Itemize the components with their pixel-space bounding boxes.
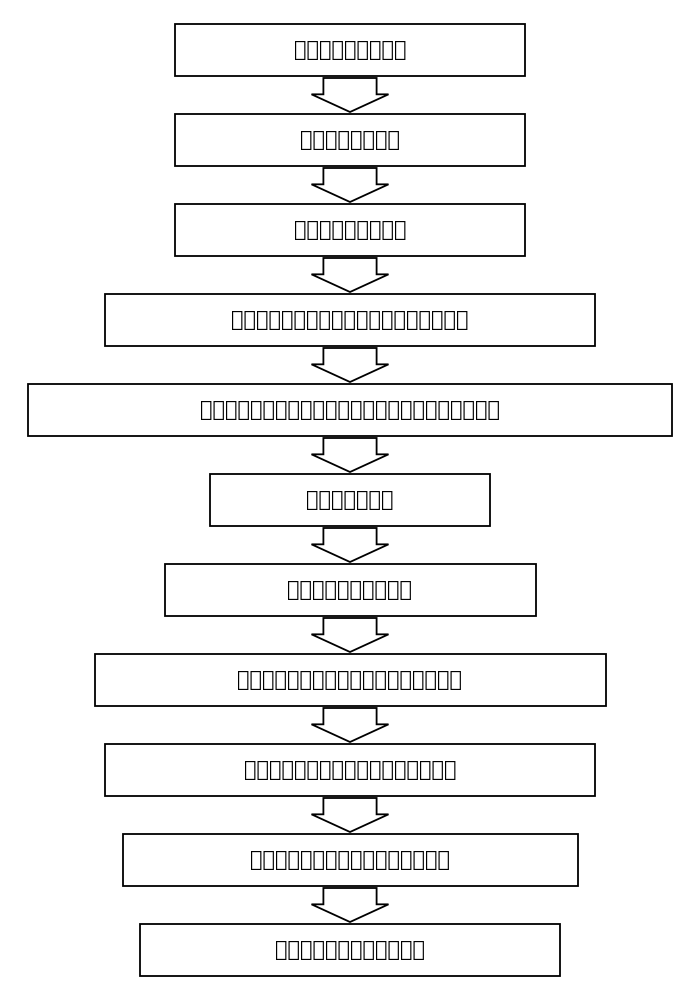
Polygon shape	[312, 618, 388, 652]
Text: 制备表面活性剂改性的锶钛纳米试样: 制备表面活性剂改性的锶钛纳米试样	[250, 850, 450, 870]
Polygon shape	[312, 798, 388, 832]
Bar	[175, 114, 525, 166]
Bar	[105, 294, 595, 346]
Polygon shape	[312, 348, 388, 382]
Bar	[140, 924, 560, 976]
Bar	[28, 384, 672, 436]
Text: 配制出硝酸锶溶液: 配制出硝酸锶溶液	[300, 130, 400, 150]
Polygon shape	[312, 78, 388, 112]
Text: 制备碱性锶钛混合试样: 制备碱性锶钛混合试样	[288, 580, 412, 600]
Text: 配制出醋酸溶液: 配制出醋酸溶液	[307, 490, 393, 510]
Text: 配制出阴离子表面活性剂聚丙烯酰胺水溶液: 配制出阴离子表面活性剂聚丙烯酰胺水溶液	[231, 310, 469, 330]
Text: 制备表面活性剂改性的碱性锶钛混合试样: 制备表面活性剂改性的碱性锶钛混合试样	[237, 670, 463, 690]
Polygon shape	[312, 168, 388, 202]
Polygon shape	[312, 528, 388, 562]
Bar	[122, 834, 577, 886]
Text: 制备片状钛酸锶纳米单晶体: 制备片状钛酸锶纳米单晶体	[275, 940, 425, 960]
Text: 配制出阳离子表面活性剂十六烷基三甲基氯化铵水溶液: 配制出阳离子表面活性剂十六烷基三甲基氯化铵水溶液	[200, 400, 500, 420]
Text: 配制出氢氧化钠溶液: 配制出氢氧化钠溶液	[294, 220, 406, 240]
Text: 配制出钛酸丁酯溶液: 配制出钛酸丁酯溶液	[294, 40, 406, 60]
Polygon shape	[312, 708, 388, 742]
Bar	[175, 24, 525, 76]
Bar	[105, 744, 595, 796]
Bar	[94, 654, 606, 706]
Polygon shape	[312, 888, 388, 922]
Bar	[210, 474, 490, 526]
Polygon shape	[312, 438, 388, 472]
Bar	[175, 204, 525, 256]
Bar	[164, 564, 536, 616]
Text: 制备表面活性剂改性的锶钛纳米沉淀物: 制备表面活性剂改性的锶钛纳米沉淀物	[244, 760, 456, 780]
Polygon shape	[312, 258, 388, 292]
